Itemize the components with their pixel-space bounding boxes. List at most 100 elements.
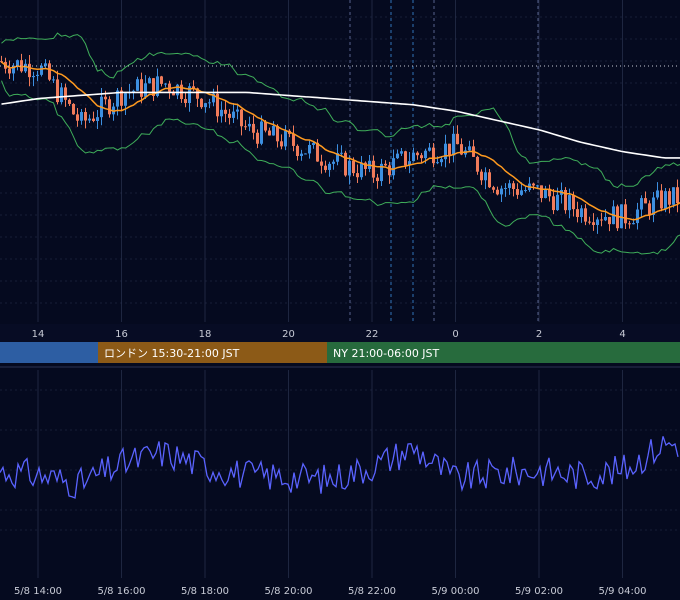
bottom-axis-tick-label: 5/8 20:00 (264, 586, 312, 597)
top-axis-tick-label: 20 (282, 329, 295, 340)
top-axis-tick-label: 4 (619, 329, 625, 340)
candle-body (88, 118, 91, 121)
candle-body (580, 208, 583, 218)
bottom-axis-tick-label: 5/9 00:00 (431, 586, 479, 597)
candle-body (416, 152, 419, 156)
candle-body (220, 109, 223, 117)
candle-body (96, 117, 99, 121)
candle-body (500, 188, 503, 195)
candle-body (476, 156, 479, 172)
oscillator-line (0, 436, 679, 499)
candle-body (340, 152, 343, 154)
candle-body (116, 90, 119, 107)
candle-body (56, 79, 59, 103)
candle-body (532, 183, 535, 186)
candle-body (504, 187, 507, 189)
bottom-axis-tick-label: 5/9 04:00 (598, 586, 646, 597)
bollinger-upper (1, 32, 680, 189)
candle-body (28, 63, 31, 78)
candle-body (108, 99, 111, 115)
candle-body (444, 143, 447, 160)
candle-body (380, 163, 383, 182)
top-axis-tick-label: 2 (536, 329, 542, 340)
candle-body (44, 63, 47, 66)
candle-body (200, 98, 203, 108)
candle-body (140, 79, 143, 97)
candle-body (12, 65, 15, 74)
candle-body (172, 91, 175, 96)
candle-body (624, 204, 627, 224)
candle-body (420, 155, 423, 159)
candle-body (568, 195, 571, 211)
candle-body (148, 78, 151, 84)
candle-body (508, 183, 511, 188)
candle-body (244, 126, 247, 128)
candle-body (48, 63, 51, 80)
candle-body (272, 125, 275, 136)
candle-body (644, 198, 647, 204)
candle-body (92, 118, 95, 121)
candle-body (36, 74, 39, 76)
price-axis-bar (0, 324, 680, 342)
candle-body (304, 153, 307, 155)
candle-body (648, 203, 651, 215)
candle-body (332, 161, 335, 164)
candle-body (120, 90, 123, 106)
candle-body (40, 65, 43, 75)
candle-body (192, 86, 195, 89)
candle-body (84, 112, 87, 121)
candle-body (16, 60, 19, 66)
bottom-axis-tick-label: 5/9 02:00 (515, 586, 563, 597)
candle-body (556, 194, 559, 211)
candle-body (640, 198, 643, 210)
candle-body (8, 68, 11, 74)
candle-body (460, 144, 463, 155)
candle-body (520, 190, 523, 195)
session-block (0, 342, 98, 363)
candle-body (228, 113, 231, 118)
candle-body (616, 206, 619, 229)
candle-body (236, 109, 239, 112)
candle-body (308, 144, 311, 154)
candle-body (152, 78, 155, 96)
candle-body (268, 130, 271, 136)
candle-body (104, 96, 107, 100)
candle-body (656, 190, 659, 198)
candle-body (496, 189, 499, 195)
candle-body (576, 209, 579, 218)
candle-body (60, 87, 63, 103)
session-block (98, 342, 327, 363)
candle-body (512, 183, 515, 190)
candle-body (0, 61, 3, 63)
candle-body (536, 185, 539, 187)
candle-body (596, 219, 599, 225)
session-bar: ロンドン 15:30-21:00 JST NY 21:00-06:00 JST (0, 342, 680, 363)
candle-body (524, 190, 527, 192)
candle-body (248, 123, 251, 127)
candle-body (376, 177, 379, 182)
candle-body (312, 142, 315, 145)
top-time-axis: 14 16 18 20 22 0 2 4 (32, 329, 626, 340)
candle-body (256, 132, 259, 144)
candle-body (276, 125, 279, 142)
candle-body (296, 145, 299, 157)
bottom-axis-tick-label: 5/8 22:00 (348, 586, 396, 597)
candle-body (212, 93, 215, 103)
candle-body (468, 146, 471, 151)
candle-body (440, 159, 443, 163)
top-axis-tick-label: 0 (452, 329, 458, 340)
candle-body (548, 188, 551, 197)
candle-body (628, 223, 631, 225)
candle-body (400, 151, 403, 154)
candle-body (392, 158, 395, 176)
bollinger-bands (1, 32, 680, 255)
candle-body (592, 222, 595, 225)
candle-body (156, 76, 159, 96)
candle-body (80, 112, 83, 121)
candle-body (316, 142, 319, 162)
session-block (327, 342, 680, 363)
session-label: NY 21:00-06:00 JST (333, 347, 440, 360)
candle-body (224, 109, 227, 114)
candle-body (360, 162, 363, 178)
price-grid (0, 0, 680, 322)
